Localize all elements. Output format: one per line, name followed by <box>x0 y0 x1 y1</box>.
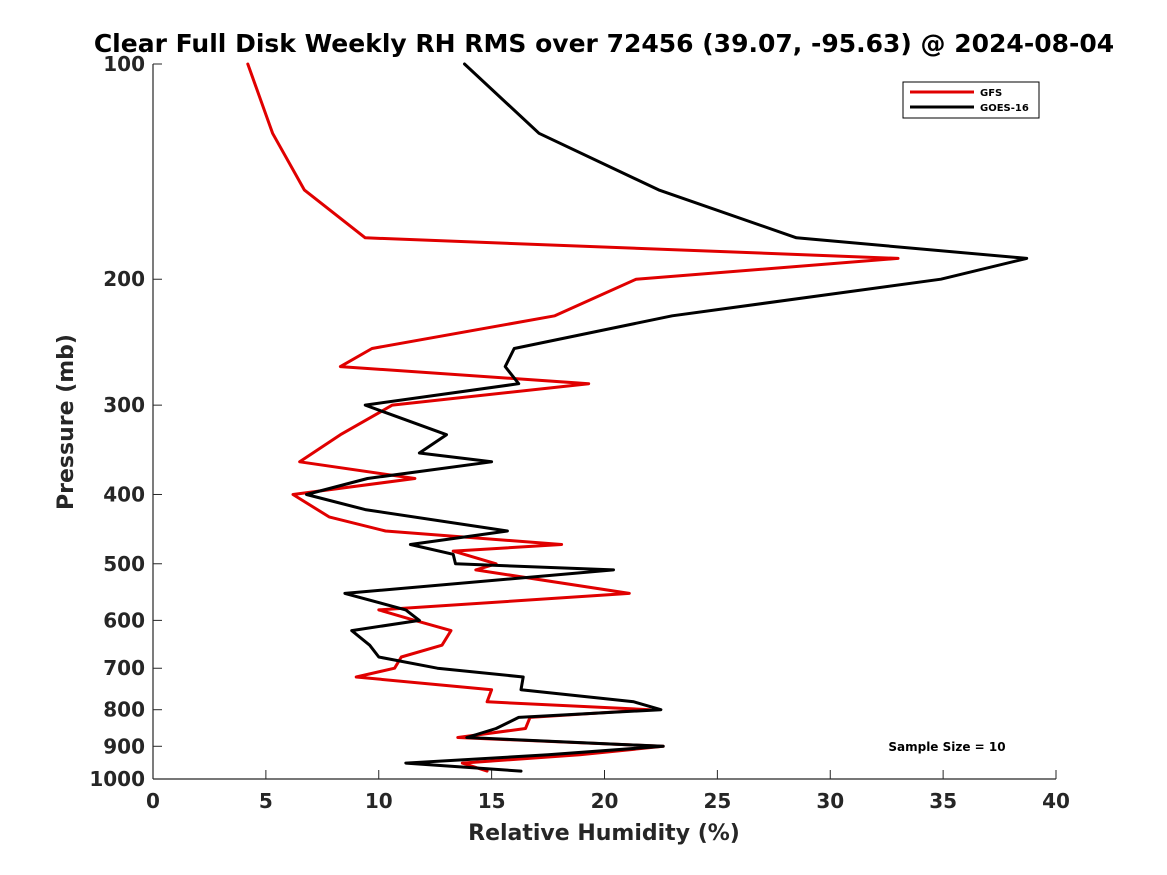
y-tick-label: 100 <box>103 52 145 76</box>
y-tick-label: 1000 <box>89 767 145 791</box>
sample-size-annotation: Sample Size = 10 <box>888 740 1005 754</box>
y-tick-label: 400 <box>103 482 145 506</box>
x-tick-label: 5 <box>259 789 273 813</box>
x-tick-label: 0 <box>146 789 160 813</box>
y-tick-label: 300 <box>103 393 145 417</box>
y-tick-label: 900 <box>103 734 145 758</box>
y-tick-label: 600 <box>103 608 145 632</box>
series-line-goes16 <box>305 62 1029 773</box>
x-tick-label: 35 <box>929 789 957 813</box>
y-tick-label: 200 <box>103 267 145 291</box>
x-axis-label: Relative Humidity (%) <box>468 821 740 846</box>
legend: GFS GOES-16 <box>902 81 1040 119</box>
x-ticks: 0 5 10 15 20 25 30 35 40 <box>146 770 1070 813</box>
legend-box <box>902 81 1040 119</box>
legend-label-gfs: GFS <box>980 88 1002 99</box>
y-ticks: 100 200 300 400 500 600 700 800 900 1000 <box>89 52 162 791</box>
x-tick-label: 10 <box>365 789 393 813</box>
y-tick-label: 700 <box>103 656 145 680</box>
series-group <box>246 62 1029 773</box>
x-tick-label: 25 <box>703 789 731 813</box>
chart-title: Clear Full Disk Weekly RH RMS over 72456… <box>94 29 1114 58</box>
y-axis-label: Pressure (mb) <box>54 334 79 510</box>
x-tick-label: 20 <box>591 789 619 813</box>
x-tick-label: 30 <box>816 789 844 813</box>
legend-label-goes16: GOES-16 <box>980 103 1029 114</box>
x-tick-label: 15 <box>478 789 506 813</box>
y-tick-label: 500 <box>103 552 145 576</box>
y-tick-label: 800 <box>103 698 145 722</box>
x-tick-label: 40 <box>1042 789 1070 813</box>
